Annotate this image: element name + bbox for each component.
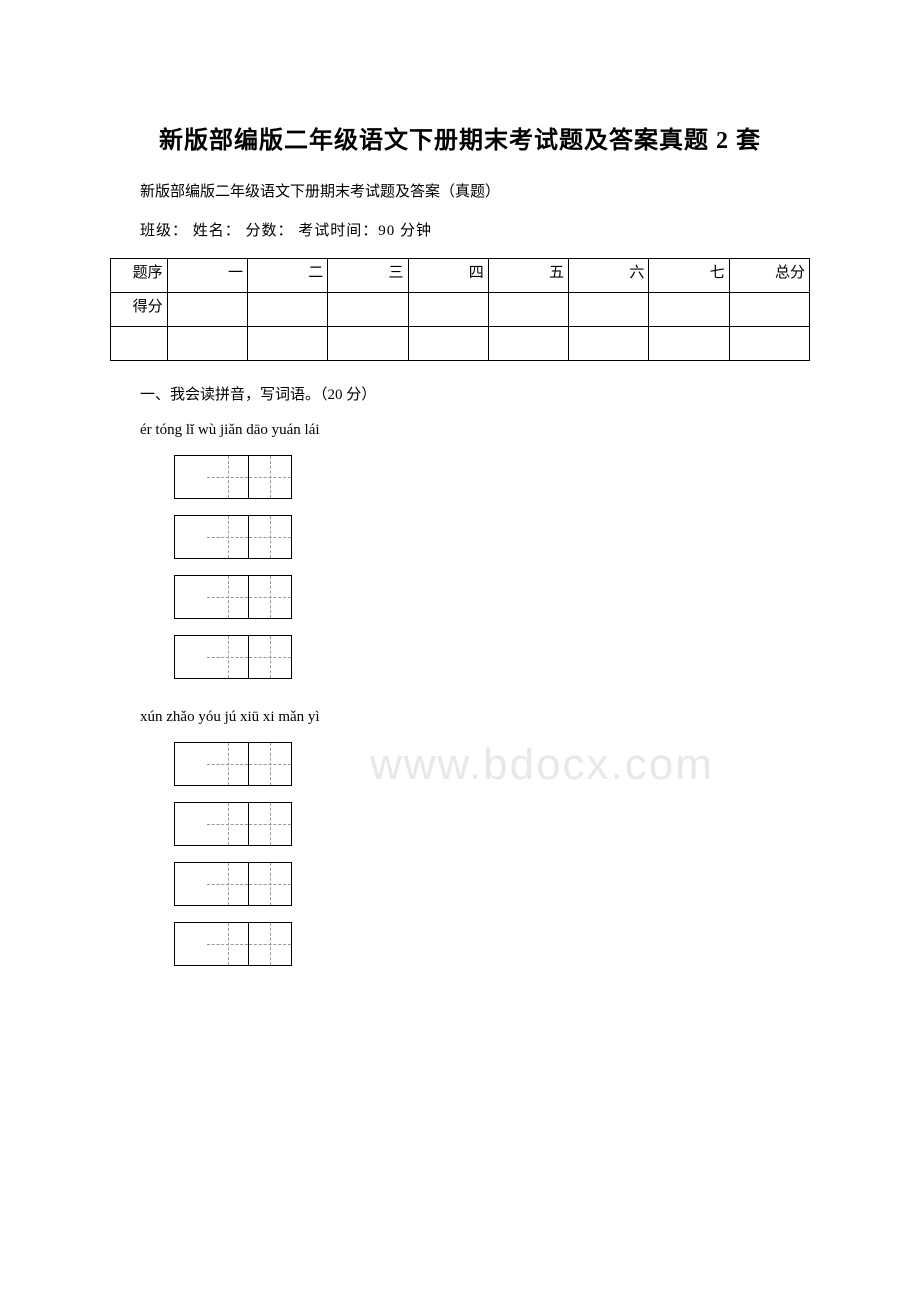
char-cell <box>249 516 291 558</box>
char-cell <box>249 636 291 678</box>
char-cell <box>249 803 291 845</box>
col-header-cell: 五 <box>488 259 568 293</box>
char-cell <box>207 743 249 785</box>
char-cell <box>249 576 291 618</box>
char-box-group <box>110 455 810 679</box>
row-label-cell: 题序 <box>111 259 168 293</box>
col-header-cell: 六 <box>569 259 649 293</box>
char-cell <box>207 923 249 965</box>
table-row: 得分 <box>111 293 810 327</box>
char-cell <box>249 743 291 785</box>
document-page: www.bdocx.com 新版部编版二年级语文下册期末考试题及答案真题 2 套… <box>110 120 810 966</box>
char-pair-box <box>174 802 292 846</box>
char-cell <box>249 923 291 965</box>
char-pair-box <box>174 862 292 906</box>
char-box-row <box>142 515 810 559</box>
col-header-cell: 三 <box>328 259 408 293</box>
char-pair-box <box>174 922 292 966</box>
score-cell <box>167 293 247 327</box>
char-pair-box <box>174 575 292 619</box>
char-pair-box <box>174 515 292 559</box>
score-cell <box>649 293 729 327</box>
section-heading: 一、我会读拼音，写词语。（20 分） <box>110 383 810 404</box>
char-cell <box>207 636 249 678</box>
empty-cell <box>488 327 568 361</box>
empty-cell <box>167 327 247 361</box>
col-header-cell: 二 <box>247 259 327 293</box>
char-cell <box>249 863 291 905</box>
char-box-row <box>142 455 810 499</box>
char-box-row <box>142 922 810 966</box>
char-box-row <box>142 742 810 786</box>
empty-cell <box>247 327 327 361</box>
score-cell <box>328 293 408 327</box>
char-box-row <box>142 802 810 846</box>
form-info-line: 班级： 姓名： 分数： 考试时间：90 分钟 <box>110 219 810 240</box>
score-cell <box>569 293 649 327</box>
score-table: 题序 一 二 三 四 五 六 七 总分 得分 <box>110 258 810 361</box>
col-header-cell: 四 <box>408 259 488 293</box>
char-box-row <box>142 575 810 619</box>
score-cell <box>729 293 809 327</box>
score-cell <box>247 293 327 327</box>
char-cell <box>207 863 249 905</box>
score-cell <box>408 293 488 327</box>
col-header-cell: 七 <box>649 259 729 293</box>
table-row <box>111 327 810 361</box>
empty-cell <box>649 327 729 361</box>
char-pair-box <box>174 635 292 679</box>
subtitle-text: 新版部编版二年级语文下册期末考试题及答案（真题） <box>110 180 810 201</box>
char-cell <box>249 456 291 498</box>
char-cell <box>207 576 249 618</box>
char-pair-box <box>174 742 292 786</box>
char-pair-box <box>174 455 292 499</box>
char-box-group <box>110 742 810 966</box>
page-title: 新版部编版二年级语文下册期末考试题及答案真题 2 套 <box>110 120 810 155</box>
col-header-cell: 一 <box>167 259 247 293</box>
table-row: 题序 一 二 三 四 五 六 七 总分 <box>111 259 810 293</box>
col-header-cell: 总分 <box>729 259 809 293</box>
empty-cell <box>111 327 168 361</box>
pinyin-line: ér tóng lǐ wù jiǎn dāo yuán lái <box>110 422 810 439</box>
char-cell <box>207 456 249 498</box>
row-label-cell: 得分 <box>111 293 168 327</box>
char-cell <box>207 516 249 558</box>
empty-cell <box>408 327 488 361</box>
empty-cell <box>569 327 649 361</box>
pinyin-line: xún zhǎo yóu jú xiū xi mǎn yì <box>110 709 810 726</box>
score-cell <box>488 293 568 327</box>
char-box-row <box>142 862 810 906</box>
char-cell <box>207 803 249 845</box>
char-box-row <box>142 635 810 679</box>
empty-cell <box>729 327 809 361</box>
empty-cell <box>328 327 408 361</box>
